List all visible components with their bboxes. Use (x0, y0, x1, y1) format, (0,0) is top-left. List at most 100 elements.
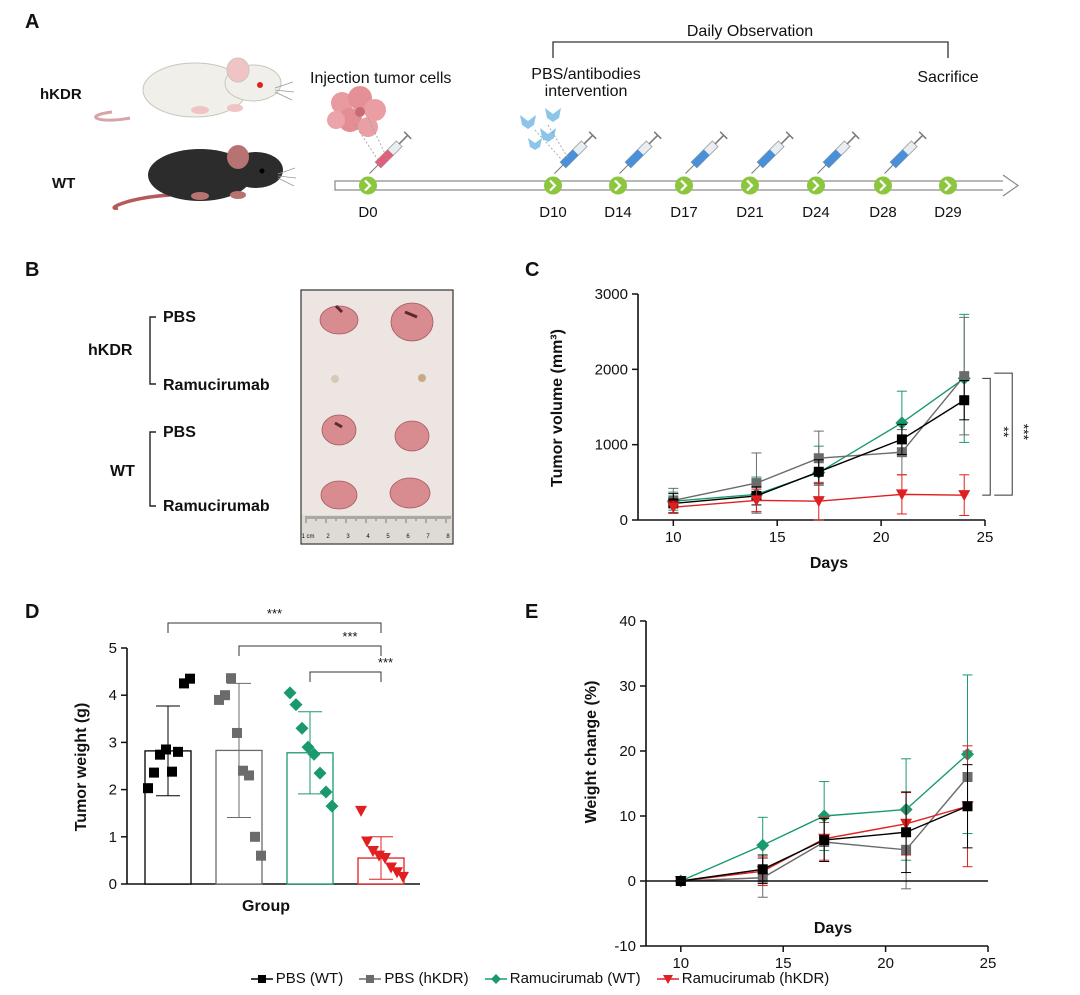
chevron-right-icon (812, 179, 820, 192)
syringe-needle (369, 164, 379, 174)
data-point (283, 686, 297, 700)
daily-observation-label: Daily Observation (687, 23, 813, 40)
syringe-icon (554, 131, 597, 174)
dashed-guide (354, 117, 389, 164)
y-tick-label: 20 (619, 743, 636, 760)
y-tick-label: 0 (109, 876, 117, 893)
chevron-right-icon (944, 179, 952, 192)
mouse-label-wt: WT (52, 175, 75, 192)
dashed-guide (534, 124, 569, 161)
white-mouse-illustration (94, 57, 295, 122)
syringe-needle (685, 164, 695, 174)
data-point (819, 835, 830, 846)
syringe-plunger (913, 134, 924, 145)
bracket-wt (149, 431, 156, 507)
syringe-plunger (780, 134, 791, 145)
bar-group-ramu_hkdr (355, 805, 409, 885)
timeline-arrow (334, 174, 1020, 197)
timeline-day-label: D21 (736, 204, 764, 221)
data-point (301, 740, 315, 754)
data-point (817, 809, 831, 823)
data-point (751, 478, 762, 489)
significance-label: *** (378, 655, 393, 670)
timeline-day-label: D14 (604, 204, 632, 221)
intervention-label-1: PBS/antibodies (531, 66, 640, 83)
weight-change-line-chart: 10 15 20 25 -10 0 10 20 30 40 (614, 613, 996, 972)
c-x-axis-label: Days (810, 555, 848, 572)
bar-group-pbs_hkdr (214, 673, 266, 885)
y-tick-label: 0 (620, 512, 628, 529)
timeline-node-icon (874, 176, 892, 195)
timeline-day-label: D29 (934, 204, 962, 221)
data-point (397, 871, 409, 883)
legend-label-pbs-hkdr: PBS (hKDR) (384, 970, 469, 987)
syringe-fill (625, 149, 644, 168)
group-label-hkdr: hKDR (88, 342, 133, 359)
data-point (756, 838, 770, 852)
panel-label-d: D (25, 601, 39, 623)
syringe-plunger (714, 134, 725, 145)
syringe-fill (560, 149, 579, 168)
y-tick-label: 2000 (595, 361, 628, 378)
syringe-plunger-end (785, 131, 794, 140)
syringe-icon (369, 131, 412, 174)
c-y-axis-label: Tumor volume (mm³) (549, 329, 566, 487)
panel-label-a: A (25, 11, 39, 33)
data-point (143, 783, 153, 794)
syringe-plunger-end (719, 131, 728, 140)
data-point (238, 765, 248, 776)
tumor-cells-illustration (327, 86, 386, 137)
syringe-plunger (583, 134, 594, 145)
timeline-node-icon (544, 176, 562, 195)
syringe-icon (884, 131, 927, 174)
x-tick-label: 25 (980, 955, 997, 972)
data-point (379, 853, 391, 865)
d-x-axis-label: Group (242, 898, 290, 915)
bracket-hkdr (149, 316, 156, 385)
syringe-needle (554, 164, 564, 174)
data-point (220, 690, 230, 701)
legend-diamond-marker-icon (484, 974, 507, 985)
significance-bracket (309, 671, 382, 682)
y-tick-label: 1000 (595, 437, 628, 454)
black-mouse-illustration (112, 145, 297, 210)
syringe-icon (817, 131, 860, 174)
data-point (385, 862, 397, 874)
syringe-fill (375, 149, 394, 168)
significance-bracket (167, 622, 382, 633)
data-point (958, 490, 971, 502)
e-x-axis-label: Days (814, 920, 852, 937)
data-point (750, 495, 763, 507)
data-point (391, 867, 403, 879)
x-tick-label: 20 (877, 955, 894, 972)
syringe-plunger (846, 134, 857, 145)
data-point (959, 395, 970, 406)
syringe-plunger-end (588, 131, 597, 140)
data-point (289, 698, 303, 712)
y-tick-label: -10 (614, 938, 636, 955)
y-tick-label: 10 (619, 808, 636, 825)
syringe-needle (817, 164, 827, 174)
legend-label-pbs-wt: PBS (WT) (275, 970, 344, 987)
timeline-day-label: D24 (802, 204, 830, 221)
ruler-label: 7 (426, 534, 430, 540)
data-point (361, 836, 373, 848)
significance-label: ** (996, 426, 1012, 437)
syringe-icon (751, 131, 794, 174)
data-point (959, 371, 970, 382)
d-y-axis-label: Tumor weight (g) (73, 703, 90, 832)
legend-triangle-marker-icon (656, 975, 679, 985)
legend-item-pbs-wt: PBS (WT) (250, 970, 348, 987)
data-point (149, 767, 159, 778)
syringe-fill (890, 149, 909, 168)
data-point (813, 453, 824, 464)
x-tick-label: 15 (769, 529, 786, 546)
data-point (307, 747, 321, 761)
y-tick-label: 4 (109, 687, 117, 704)
panel-b: B hKDR WT PBS Ramucirumab PBS Ramuciruma… (25, 259, 454, 545)
panel-e: E 10 15 20 25 -10 0 10 20 30 40 Days Weight chang… (525, 601, 996, 972)
significance-bracket (982, 377, 991, 496)
data-point (813, 466, 824, 477)
timeline-node-icon (609, 176, 627, 195)
data-point (173, 746, 183, 757)
